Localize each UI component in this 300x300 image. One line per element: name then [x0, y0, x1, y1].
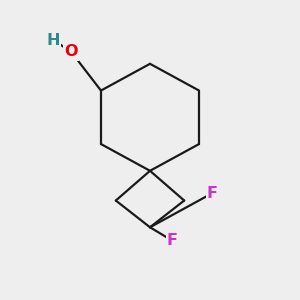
Text: O: O — [64, 44, 78, 59]
Text: F: F — [207, 186, 218, 201]
Text: H: H — [47, 32, 60, 47]
Text: F: F — [167, 233, 178, 248]
